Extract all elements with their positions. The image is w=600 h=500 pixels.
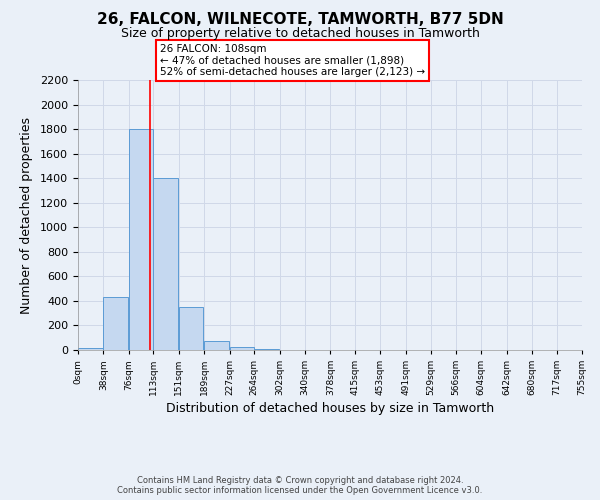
Bar bbox=[129, 129, 154, 350]
Text: Contains HM Land Registry data © Crown copyright and database right 2024.
Contai: Contains HM Land Registry data © Crown c… bbox=[118, 476, 482, 495]
Bar bbox=[78, 348, 103, 350]
Y-axis label: Number of detached properties: Number of detached properties bbox=[20, 116, 33, 314]
Bar bbox=[154, 178, 178, 350]
Text: 26 FALCON: 108sqm
← 47% of detached houses are smaller (1,898)
52% of semi-detac: 26 FALCON: 108sqm ← 47% of detached hous… bbox=[160, 44, 425, 78]
Bar bbox=[179, 307, 203, 350]
Bar bbox=[254, 349, 279, 350]
Text: 26, FALCON, WILNECOTE, TAMWORTH, B77 5DN: 26, FALCON, WILNECOTE, TAMWORTH, B77 5DN bbox=[97, 12, 503, 28]
Text: Size of property relative to detached houses in Tamworth: Size of property relative to detached ho… bbox=[121, 28, 479, 40]
Bar bbox=[103, 297, 128, 350]
X-axis label: Distribution of detached houses by size in Tamworth: Distribution of detached houses by size … bbox=[166, 402, 494, 415]
Bar bbox=[230, 347, 254, 350]
Bar bbox=[204, 341, 229, 350]
